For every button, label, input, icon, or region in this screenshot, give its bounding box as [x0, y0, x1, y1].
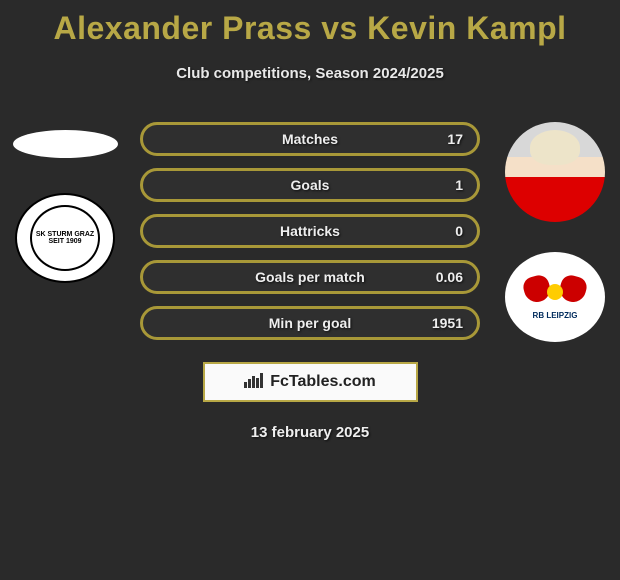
stat-value: 0 — [455, 223, 463, 239]
brand-text: FcTables.com — [270, 373, 376, 391]
player2-name: Kevin Kampl — [367, 10, 566, 46]
stat-value: 1951 — [432, 315, 463, 331]
stat-row: Goals 1 — [140, 168, 480, 202]
left-column: SK STURM GRAZ SEIT 1909 — [10, 122, 120, 283]
subtitle: Club competitions, Season 2024/2025 — [0, 65, 620, 82]
stat-value: 0.06 — [436, 269, 463, 285]
date-text: 13 february 2025 — [0, 424, 620, 441]
footer-brand-box: FcTables.com — [203, 362, 418, 402]
stat-label: Matches — [143, 131, 477, 147]
stat-value: 1 — [455, 177, 463, 193]
stat-row: Matches 17 — [140, 122, 480, 156]
page-title: Alexander Prass vs Kevin Kampl — [0, 0, 620, 47]
vs-text: vs — [321, 10, 358, 46]
club2-name: RB LEIPZIG — [520, 311, 590, 320]
player1-name: Alexander Prass — [53, 10, 311, 46]
stat-row: Goals per match 0.06 — [140, 260, 480, 294]
stat-row: Hattricks 0 — [140, 214, 480, 248]
stat-bars: Matches 17 Goals 1 Hattricks 0 Goals per… — [140, 122, 480, 340]
stat-label: Hattricks — [143, 223, 477, 239]
stat-label: Min per goal — [143, 315, 477, 331]
right-column: RB LEIPZIG — [500, 122, 610, 342]
stat-row: Min per goal 1951 — [140, 306, 480, 340]
player1-club-badge: SK STURM GRAZ SEIT 1909 — [15, 193, 115, 283]
comparison-content: SK STURM GRAZ SEIT 1909 RB LEIPZIG Match… — [0, 122, 620, 441]
club1-since: SEIT 1909 — [48, 238, 81, 245]
player2-avatar — [505, 122, 605, 222]
stat-label: Goals per match — [143, 269, 477, 285]
chart-icon — [244, 372, 264, 393]
stat-label: Goals — [143, 177, 477, 193]
stat-value: 17 — [447, 131, 463, 147]
player1-avatar — [13, 130, 118, 158]
club1-name: SK STURM GRAZ — [36, 231, 94, 238]
player2-club-badge: RB LEIPZIG — [505, 252, 605, 342]
